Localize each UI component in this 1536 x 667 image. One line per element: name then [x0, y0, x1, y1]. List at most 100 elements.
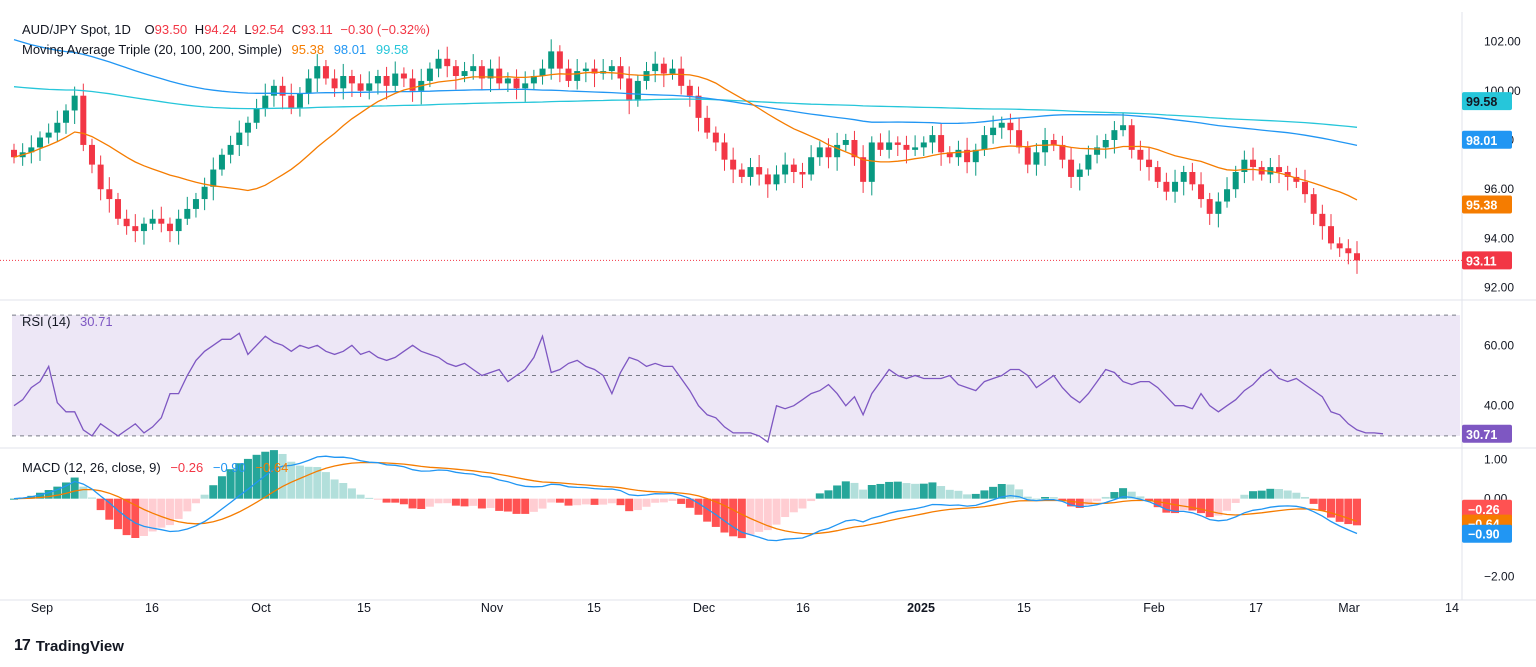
candle-body [331, 78, 338, 89]
candle-body [721, 142, 728, 160]
candle-body [435, 58, 442, 69]
candle-body [409, 78, 416, 91]
macd-hist-bar [971, 493, 980, 499]
macd-title[interactable]: MACD (12, 26, close, 9) [22, 460, 161, 475]
macd-hist-bar [70, 477, 79, 499]
candle-body [1024, 147, 1031, 165]
candle-body [617, 66, 624, 79]
low-label: L [244, 22, 252, 37]
high-label: H [194, 22, 205, 37]
candle-body [400, 73, 407, 79]
ma-title[interactable]: Moving Average Triple (20, 100, 200, Sim… [22, 42, 282, 57]
candle-body [496, 68, 503, 84]
macd-signal-value: −0.64 [255, 460, 289, 475]
macd-line [13, 455, 1358, 542]
candle-body [530, 76, 537, 84]
macd-hist-bar [226, 469, 235, 499]
rsi-title[interactable]: RSI (14) [22, 314, 71, 329]
macd-hist-bar [815, 493, 824, 499]
macd-hist-bar [893, 481, 902, 499]
candle-body [1276, 167, 1283, 172]
macd-hist-bar [61, 482, 70, 499]
macd-hist-bar [919, 483, 928, 499]
candle-body [28, 147, 35, 153]
candle-body [114, 199, 121, 219]
candle-body [556, 51, 563, 69]
macd-hist-bar [1093, 498, 1102, 502]
candle-body [270, 85, 277, 96]
macd-hist-bar [373, 498, 382, 500]
candle-body [374, 76, 381, 84]
macd-hist-bar [590, 498, 599, 505]
macd-hist-bar [1119, 488, 1128, 499]
macd-tag [1462, 524, 1512, 543]
high-value: 94.24 [204, 22, 237, 37]
macd-hist-bar [339, 483, 348, 499]
symbol-title[interactable]: AUD/JPY Spot, 1D [22, 22, 131, 37]
macd-hist-bar [729, 498, 738, 537]
macd-hist-bar [356, 494, 365, 499]
macd-hist-bar [235, 463, 244, 499]
candle-body [1293, 176, 1300, 182]
candle-body [660, 63, 667, 74]
ma100-line [13, 38, 1358, 147]
candle-body [539, 68, 546, 76]
macd-hist-bar [1058, 498, 1067, 501]
candle-body [504, 78, 511, 84]
candle-body [652, 63, 659, 72]
candle-body [1328, 226, 1335, 244]
time-tick-label: Feb [1143, 601, 1165, 615]
macd-hist-bar [1335, 498, 1344, 522]
macd-hist-bar [980, 490, 989, 499]
macd-hist-bar [841, 481, 850, 499]
candle-body [1154, 167, 1161, 182]
candle-body [253, 108, 260, 123]
candle-body [912, 147, 919, 150]
macd-hist-bar [954, 490, 963, 499]
candle-body [782, 164, 789, 175]
candle-body [201, 186, 208, 200]
candle-body [790, 164, 797, 172]
candle-body [1172, 181, 1179, 192]
candle-body [669, 68, 676, 74]
macd-hist-bar [625, 498, 634, 512]
ma20-line [13, 71, 1358, 201]
macd-hist-bar [53, 486, 62, 499]
macd-hist-bar [997, 484, 1006, 499]
candle-body [678, 68, 685, 86]
macd-hist-bar [599, 498, 608, 505]
macd-hist-bar [79, 486, 88, 499]
macd-hist-bar [781, 498, 790, 518]
macd-hist-bar [772, 498, 781, 525]
macd-hist-bar [1318, 498, 1327, 511]
candle-body [1198, 184, 1205, 200]
ma20-value: 95.38 [291, 42, 325, 57]
candle-body [132, 226, 139, 232]
macd-hist-bar [486, 498, 495, 508]
candle-body [1085, 154, 1092, 170]
macd-hist-bar [685, 498, 694, 508]
candle-body [45, 132, 52, 138]
macd-hist-bar [902, 483, 911, 499]
macd-hist-bar [746, 498, 755, 535]
candle-body [868, 142, 875, 182]
candle-body [1120, 125, 1127, 131]
time-tick-label: 17 [1249, 601, 1263, 615]
macd-hist-bar [1240, 494, 1249, 499]
candle-body [886, 142, 893, 150]
macd-hist-bar [885, 481, 894, 499]
ma-legend: Moving Average Triple (20, 100, 200, Sim… [22, 42, 408, 57]
candle-body [1250, 159, 1257, 168]
candle-body [626, 78, 633, 101]
macd-hist-bar [989, 486, 998, 499]
macd-hist-bar [529, 498, 538, 512]
candle-body [851, 140, 858, 158]
tradingview-brand[interactable]: 17 TradingView [14, 637, 124, 655]
macd-hist-bar [1249, 491, 1258, 499]
macd-hist-bar [330, 479, 339, 499]
candle-body [877, 142, 884, 150]
low-value: 92.54 [251, 22, 285, 37]
candle-body [695, 95, 702, 118]
candle-body [1319, 213, 1326, 227]
